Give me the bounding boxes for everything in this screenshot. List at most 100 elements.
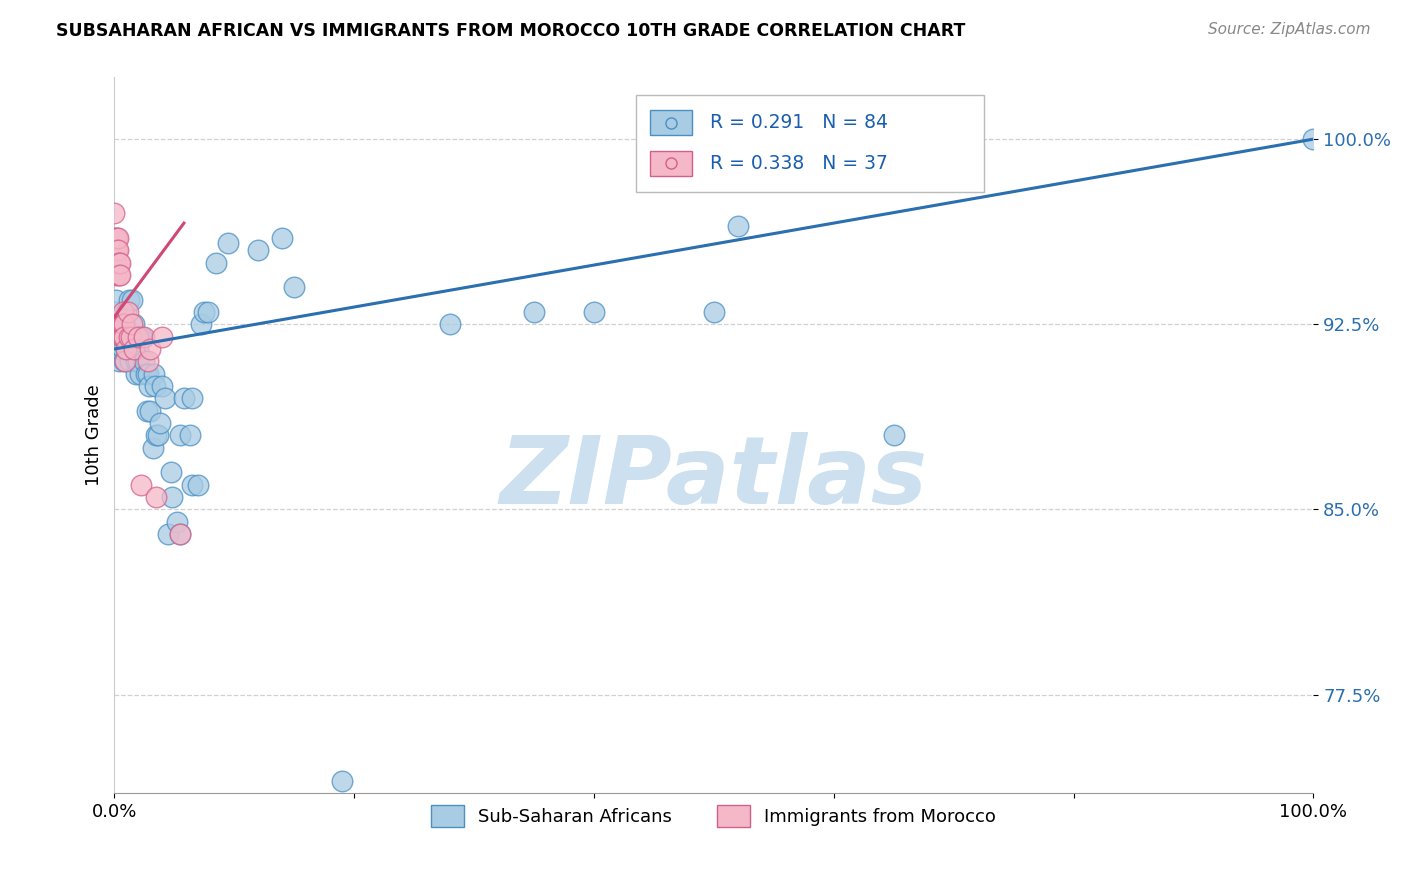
Point: [111, 342, 134, 356]
Point: [104, 293, 127, 307]
Point: [173, 392, 195, 406]
Point: [121, 293, 143, 307]
Point: [110, 342, 132, 356]
Point: [125, 354, 148, 368]
Point: [145, 428, 167, 442]
Point: [187, 477, 209, 491]
Point: [111, 329, 134, 343]
Point: [131, 329, 153, 343]
Point: [104, 231, 127, 245]
Point: [112, 329, 135, 343]
Point: [110, 255, 132, 269]
Point: [115, 342, 138, 356]
Point: [193, 305, 215, 319]
Point: [110, 268, 132, 282]
Point: [117, 305, 139, 319]
Point: [143, 379, 166, 393]
Point: [120, 329, 142, 343]
Point: [283, 280, 305, 294]
Point: [103, 318, 125, 332]
Point: [108, 255, 131, 269]
Y-axis label: 10th Grade: 10th Grade: [86, 384, 103, 486]
Text: R = 0.338   N = 37: R = 0.338 N = 37: [710, 153, 889, 173]
Point: [330, 774, 353, 789]
Point: [129, 329, 152, 343]
Point: [115, 305, 138, 319]
Point: [110, 318, 132, 332]
Point: [166, 515, 188, 529]
Point: [107, 231, 129, 245]
Point: [112, 354, 135, 368]
Point: [104, 305, 127, 319]
Point: [271, 231, 294, 245]
Point: [117, 329, 139, 343]
Point: [122, 318, 145, 332]
Point: [127, 342, 149, 356]
Point: [134, 354, 156, 368]
Point: [110, 329, 132, 343]
Point: [205, 255, 228, 269]
Point: [145, 490, 167, 504]
Point: [118, 293, 141, 307]
Point: [111, 329, 134, 343]
Point: [138, 379, 160, 393]
Point: [150, 329, 173, 343]
Point: [157, 527, 180, 541]
Point: [115, 342, 138, 356]
Point: [197, 305, 219, 319]
Point: [142, 441, 165, 455]
Point: [122, 342, 145, 356]
Point: [110, 339, 132, 353]
Point: [107, 318, 129, 332]
Point: [169, 527, 191, 541]
Point: [523, 305, 546, 319]
Point: [121, 318, 143, 332]
Point: [103, 231, 125, 245]
Point: [181, 392, 204, 406]
Point: [111, 305, 134, 319]
Text: SUBSAHARAN AFRICAN VS IMMIGRANTS FROM MOROCCO 10TH GRADE CORRELATION CHART: SUBSAHARAN AFRICAN VS IMMIGRANTS FROM MO…: [56, 22, 966, 40]
Point: [112, 318, 135, 332]
Point: [136, 367, 159, 381]
Point: [153, 392, 176, 406]
Point: [107, 329, 129, 343]
Point: [135, 403, 157, 417]
Point: [134, 329, 156, 343]
Point: [190, 318, 212, 332]
Point: [105, 231, 128, 245]
Point: [118, 329, 141, 343]
Point: [179, 428, 201, 442]
Point: [105, 342, 128, 356]
Point: [143, 367, 166, 381]
Point: [103, 206, 125, 220]
Point: [108, 268, 131, 282]
FancyBboxPatch shape: [636, 95, 984, 192]
Point: [125, 367, 148, 381]
Point: [181, 477, 204, 491]
Point: [159, 466, 181, 480]
Point: [108, 329, 131, 343]
Point: [105, 329, 128, 343]
Point: [149, 416, 172, 430]
FancyBboxPatch shape: [651, 151, 692, 176]
Point: [127, 354, 149, 368]
Point: [127, 329, 149, 343]
Point: [169, 428, 191, 442]
Point: [108, 354, 131, 368]
Legend: Sub-Saharan Africans, Immigrants from Morocco: Sub-Saharan Africans, Immigrants from Mo…: [425, 798, 1004, 834]
Point: [110, 318, 132, 332]
Point: [114, 329, 136, 343]
Point: [150, 379, 173, 393]
Point: [169, 527, 191, 541]
Point: [135, 367, 157, 381]
Point: [105, 244, 128, 258]
Point: [136, 354, 159, 368]
Point: [110, 329, 132, 343]
Point: [121, 329, 143, 343]
Point: [247, 244, 270, 258]
Point: [124, 342, 146, 356]
Point: [146, 428, 169, 442]
Point: [118, 354, 141, 368]
Point: [139, 403, 162, 417]
Point: [114, 354, 136, 368]
